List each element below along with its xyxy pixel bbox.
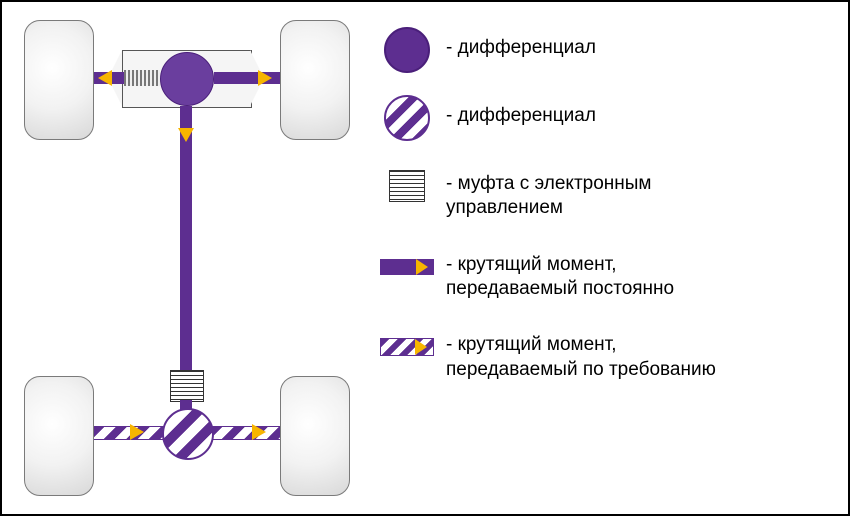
- legend-symbol-clutch-box-icon: [380, 164, 434, 208]
- rear-axle-right: [210, 426, 282, 440]
- legend-symbol-striped-bar-icon: [380, 325, 434, 369]
- arrow-rear-right: [252, 424, 266, 440]
- wheel-front-left: [24, 20, 94, 140]
- legend-row-solid-diff: - дифференциал: [380, 28, 830, 72]
- arrow-driveshaft-down: [178, 128, 194, 142]
- drivetrain-diagram: [18, 14, 358, 500]
- legend-label-4: - крутящий момент, передаваемый по требо…: [446, 325, 716, 382]
- legend-row-clutch: - муфта с электронным управлением: [380, 164, 830, 221]
- legend-label-1: - дифференциал: [446, 96, 596, 128]
- legend-label-2: - муфта с электронным управлением: [446, 164, 652, 221]
- legend-label-0: - дифференциал: [446, 28, 596, 60]
- wheel-rear-left: [24, 376, 94, 496]
- rear-differential: [162, 408, 214, 460]
- legend-row-ondemand-torque: - крутящий момент, передаваемый по требо…: [380, 325, 830, 382]
- legend-symbol-striped-circle-icon: [380, 96, 434, 140]
- canvas: - дифференциал - дифференциал - муфта с …: [0, 0, 850, 516]
- wheel-front-right: [280, 20, 350, 140]
- legend-symbol-solid-circle-icon: [380, 28, 434, 72]
- wheel-rear-right: [280, 376, 350, 496]
- arrow-front-right: [258, 70, 272, 86]
- cv-shaft-ribbed: [124, 70, 160, 86]
- legend-label-3: - крутящий момент, передаваемый постоянн…: [446, 245, 674, 302]
- front-differential: [160, 52, 214, 106]
- legend: - дифференциал - дифференциал - муфта с …: [380, 28, 830, 382]
- arrow-rear-left: [130, 424, 144, 440]
- legend-row-striped-diff: - дифференциал: [380, 96, 830, 140]
- legend-row-constant-torque: - крутящий момент, передаваемый постоянн…: [380, 245, 830, 302]
- driveshaft: [180, 106, 192, 374]
- clutch-box: [170, 370, 204, 402]
- legend-symbol-solid-bar-icon: [380, 245, 434, 289]
- rear-axle-left: [92, 426, 164, 440]
- arrow-front-left: [98, 70, 112, 86]
